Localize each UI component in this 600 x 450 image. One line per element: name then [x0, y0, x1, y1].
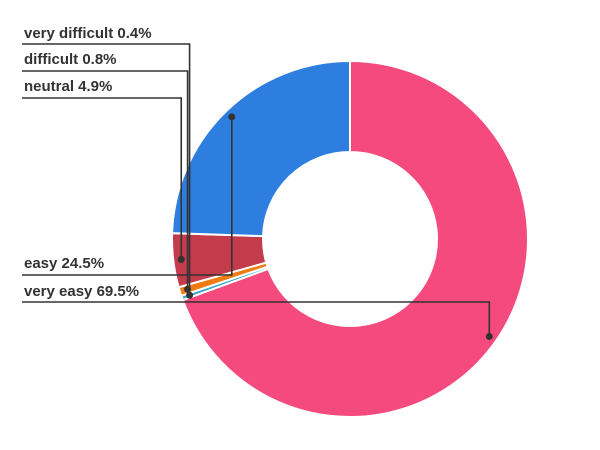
leader-dot-very-difficult	[186, 291, 194, 299]
leader-line-easy	[22, 116, 233, 276]
slice-label-easy: easy 24.5%	[24, 255, 104, 272]
slice-labels: very easy 69.5% very difficult 0.4% diffic…	[24, 25, 152, 300]
leader-line-difficult	[22, 70, 189, 290]
slice-label-very-easy: very easy 69.5%	[24, 283, 139, 300]
slice-very-easy[interactable]	[181, 59, 529, 418]
slice-easy[interactable]	[171, 59, 351, 238]
slice-label-very-difficult: very difficult 0.4%	[24, 25, 152, 42]
leader-dot-easy	[228, 113, 236, 121]
leader-line-very-difficult	[22, 43, 191, 296]
leader-line-neutral	[22, 97, 183, 260]
donut-slices	[171, 59, 529, 418]
slice-label-difficult: difficult 0.8%	[24, 51, 117, 68]
leader-dot-very-easy	[485, 332, 493, 340]
leader-line-very-easy	[22, 301, 491, 337]
slice-label-neutral: neutral 4.9%	[24, 78, 112, 95]
leader-lines	[22, 43, 493, 340]
leader-dot-difficult	[184, 285, 192, 293]
leader-dot-neutral	[177, 255, 185, 263]
